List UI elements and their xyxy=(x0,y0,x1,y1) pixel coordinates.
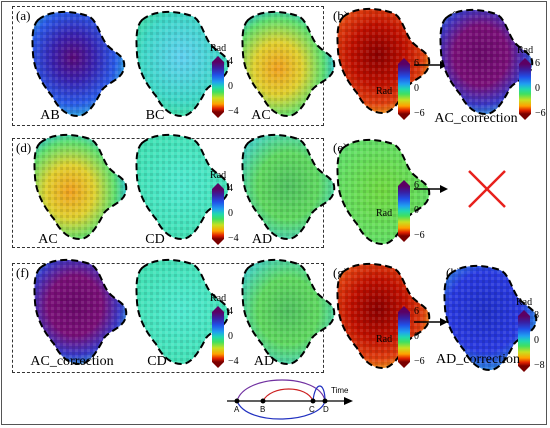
panel-a-label: (a) xyxy=(16,8,31,23)
colorbar-unit: Rad xyxy=(376,86,393,97)
colorbar-row3-h: Rad 8 0 −8 xyxy=(516,297,545,372)
colorbar-mid: 0 xyxy=(535,83,540,94)
colorbar-max: 6 xyxy=(414,180,419,191)
timeline-point-a xyxy=(234,398,240,404)
colorbar-row2-e: Rad 6 0 −6 xyxy=(376,180,425,242)
colorbar-max: 8 xyxy=(534,310,539,321)
colorbar-row1-group: Rad 4 0 −4 xyxy=(210,43,239,118)
cross-icon xyxy=(468,170,506,208)
colorbar-max: 4 xyxy=(228,56,233,67)
timeline-label-c: C xyxy=(309,405,315,414)
map-caption-ac-correction-2: AC_correction xyxy=(30,354,114,369)
map-b xyxy=(336,7,431,114)
colorbar-max: 4 xyxy=(228,183,233,194)
colorbar-gradient xyxy=(518,310,530,372)
colorbar-unit: Rad xyxy=(376,208,393,219)
colorbar-max: 4 xyxy=(228,306,233,317)
colorbar-gradient xyxy=(212,183,224,245)
timeline-arc-blue xyxy=(236,400,326,420)
colorbar-unit: Rad xyxy=(210,293,227,304)
map-caption-ac-2: AC xyxy=(38,232,58,247)
panel-d-label: (d) xyxy=(16,140,32,155)
map-ab xyxy=(31,10,126,117)
map-caption-cd: CD xyxy=(145,232,165,247)
timeline-arc-purple xyxy=(236,379,326,402)
map-caption-ad-correction: AD_correction xyxy=(436,352,520,367)
colorbar-gradient xyxy=(398,58,410,120)
colorbar-unit: Rad xyxy=(516,297,533,308)
colorbar-unit: Rad xyxy=(376,334,393,345)
colorbar-gradient xyxy=(212,56,224,118)
timeline-point-d xyxy=(322,398,328,404)
colorbar-min: −4 xyxy=(228,233,239,244)
colorbar-mid: 0 xyxy=(228,331,233,342)
map-caption-ac-correction: AC_correction xyxy=(434,111,518,126)
colorbar-row3-group: Rad 4 0 −4 xyxy=(210,293,239,368)
timeline-arc-red xyxy=(262,388,314,402)
map-ac-correction-2 xyxy=(33,258,128,365)
map-ac xyxy=(241,10,336,117)
colorbar-row2-group: Rad 4 0 −4 xyxy=(210,170,239,245)
colorbar-min: −6 xyxy=(414,356,425,367)
map-ad-2 xyxy=(241,258,336,365)
map-ac-2 xyxy=(33,133,128,240)
colorbar-mid: 0 xyxy=(414,331,419,342)
colorbar-min: −4 xyxy=(228,356,239,367)
map-caption-cd-2: CD xyxy=(147,354,167,369)
colorbar-mid: 0 xyxy=(228,208,233,219)
colorbar-gradient xyxy=(398,180,410,242)
timeline-label-d: D xyxy=(323,405,329,414)
timeline-diagram: Time A B C D xyxy=(227,379,353,420)
timeline-label-b: B xyxy=(260,405,265,414)
timeline-arc-blue-small xyxy=(312,385,326,402)
colorbar-min: −6 xyxy=(535,108,546,119)
timeline-point-b xyxy=(260,398,266,404)
colorbar-min: −8 xyxy=(534,360,545,371)
map-caption-ad-2: AD xyxy=(253,354,275,369)
colorbar-row1-c: Rad 6 0 −6 xyxy=(517,45,546,120)
colorbar-min: −6 xyxy=(414,230,425,241)
colorbar-max: 6 xyxy=(414,306,419,317)
map-g xyxy=(336,262,431,369)
arrow-g-to-h xyxy=(414,318,448,326)
map-caption-ac: AC xyxy=(251,108,271,123)
arrow-e-to-cross xyxy=(414,185,448,193)
colorbar-min: −4 xyxy=(228,106,239,117)
map-ad xyxy=(241,133,336,240)
map-e xyxy=(336,138,431,245)
timeline-axis-label: Time xyxy=(331,386,349,395)
colorbar-row3-g: Rad 6 0 −6 xyxy=(376,306,425,368)
colorbar-mid: 0 xyxy=(414,83,419,94)
map-caption-bc: BC xyxy=(145,108,165,123)
map-caption-ad: AD xyxy=(251,232,273,247)
colorbar-unit: Rad xyxy=(210,170,227,181)
timeline-label-a: A xyxy=(234,405,240,414)
map-caption-ab: AB xyxy=(40,108,60,123)
colorbar-unit: Rad xyxy=(517,45,534,56)
colorbar-gradient xyxy=(398,306,410,368)
colorbar-row1-b: Rad 6 0 −6 xyxy=(376,58,425,120)
timeline-arrowhead xyxy=(344,397,353,405)
map-c-corrected xyxy=(439,8,534,115)
timeline-point-c xyxy=(310,398,316,404)
colorbar-mid: 0 xyxy=(534,335,539,346)
colorbar-max: 6 xyxy=(414,58,419,69)
colorbar-unit: Rad xyxy=(210,43,227,54)
panel-f-label: (f) xyxy=(16,265,29,280)
colorbar-min: −6 xyxy=(414,108,425,119)
colorbar-mid: 0 xyxy=(414,205,419,216)
colorbar-mid: 0 xyxy=(228,81,233,92)
colorbar-gradient xyxy=(519,58,531,120)
colorbar-gradient xyxy=(212,306,224,368)
colorbar-max: 6 xyxy=(535,58,540,69)
